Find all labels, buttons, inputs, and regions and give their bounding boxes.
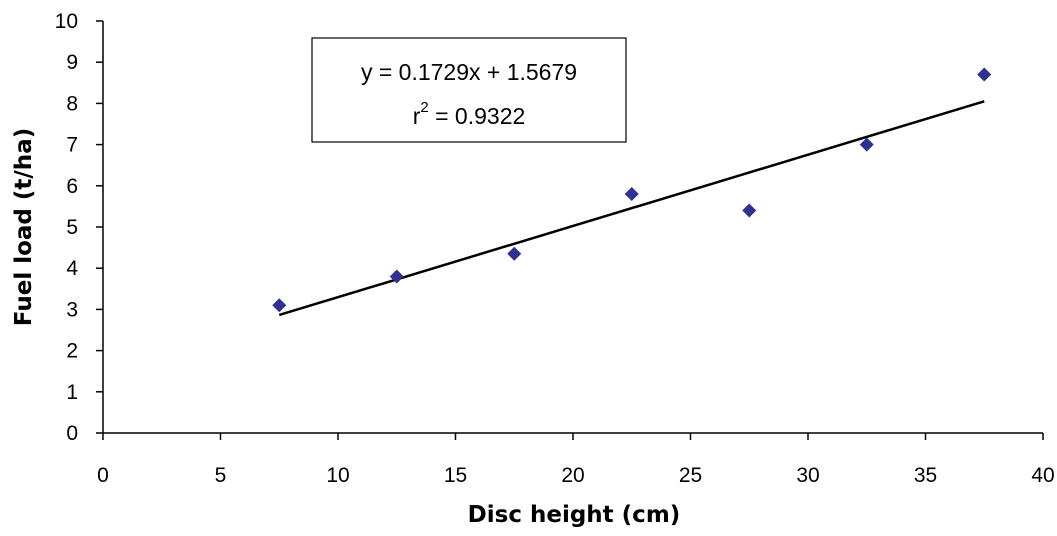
r-squared-label: r2 = 0.9322 (413, 99, 526, 129)
y-tick-label: 10 (55, 10, 78, 33)
data-point (742, 203, 757, 218)
data-point (859, 137, 874, 152)
x-tick-label: 40 (1031, 464, 1054, 487)
equation-label: y = 0.1729x + 1.5679 (361, 59, 577, 85)
data-point (977, 67, 992, 82)
y-tick-label: 3 (66, 298, 78, 321)
y-tick-label: 6 (66, 175, 78, 198)
y-tick-label: 5 (66, 216, 78, 239)
x-tick-label: 30 (796, 464, 819, 487)
y-tick-label: 9 (66, 51, 78, 74)
y-tick-label: 7 (66, 134, 78, 157)
regression-annotation: y = 0.1729x + 1.5679 r2 = 0.9322 (311, 37, 627, 143)
x-tick-label: 0 (97, 464, 109, 487)
r-exponent: 2 (420, 99, 428, 116)
y-tick-label: 0 (66, 422, 78, 445)
y-tick-label: 4 (66, 257, 78, 280)
data-points (272, 67, 992, 313)
x-tick-label: 35 (914, 464, 937, 487)
x-tick-label: 20 (561, 464, 584, 487)
data-point (507, 246, 522, 261)
y-axis-ticks: 0 1 2 3 4 5 6 7 8 9 10 (55, 10, 103, 445)
x-axis-ticks: 0 5 10 15 20 25 30 35 40 (97, 433, 1055, 487)
x-tick-label: 10 (326, 464, 349, 487)
data-point (624, 187, 639, 202)
y-tick-label: 8 (66, 92, 78, 115)
x-axis-title: Disc height (cm) (468, 502, 681, 528)
data-point (389, 269, 404, 284)
x-tick-label: 15 (444, 464, 467, 487)
y-axis-title: Fuel load (t/ha) (11, 128, 37, 326)
r-squared-value: = 0.9322 (429, 103, 526, 129)
x-tick-label: 5 (215, 464, 227, 487)
y-tick-label: 1 (66, 381, 78, 404)
r-symbol: r (413, 103, 421, 129)
data-point (272, 298, 287, 313)
y-tick-label: 2 (66, 340, 78, 363)
x-tick-label: 25 (679, 464, 702, 487)
annotation-box (311, 37, 627, 143)
